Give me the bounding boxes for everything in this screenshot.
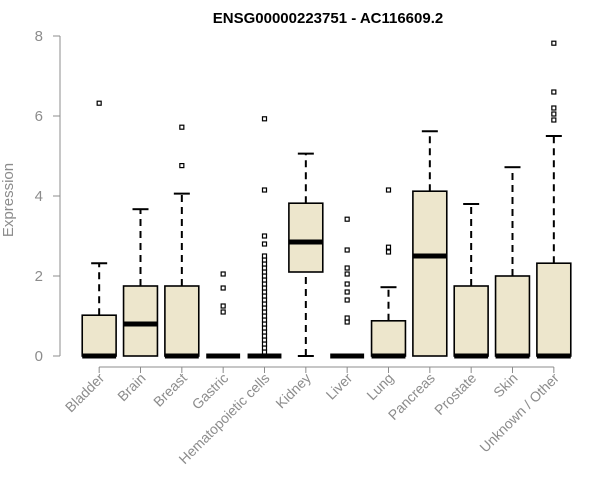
outlier-point	[261, 277, 268, 283]
box-skin	[494, 166, 531, 359]
outlier-point	[344, 265, 350, 271]
outlier-point	[551, 105, 557, 111]
y-axis-label: Expression	[0, 163, 17, 237]
y-tick-label: 6	[35, 108, 43, 125]
outlier-point	[261, 285, 268, 291]
y-tick-label: 8	[35, 28, 43, 45]
outlier-point	[261, 337, 268, 343]
outlier-point	[261, 265, 268, 271]
outlier-point	[261, 297, 268, 303]
outlier-point	[220, 303, 226, 309]
outlier-point	[261, 333, 268, 339]
outlier-point	[179, 124, 185, 130]
outlier-point	[261, 269, 268, 275]
outlier-point	[261, 289, 268, 295]
outlier-point	[344, 289, 350, 295]
outlier-point	[385, 187, 392, 193]
outlier-point	[261, 253, 268, 259]
x-tick-label: Brain	[114, 370, 148, 404]
outlier-point	[261, 233, 268, 239]
box-liver	[330, 216, 365, 359]
outlier-point	[261, 325, 268, 331]
box-breast	[164, 124, 200, 359]
box-kidney	[288, 152, 324, 357]
x-tick-label: Skin	[490, 370, 521, 401]
x-tick-label: Lung	[363, 370, 396, 403]
outlier-point	[261, 281, 268, 287]
x-tick-label: Breast	[150, 370, 190, 410]
outlier-point	[551, 40, 557, 46]
box-body	[453, 285, 489, 357]
outlier-point	[261, 257, 268, 263]
outlier-point	[261, 313, 268, 319]
box-body	[122, 285, 159, 357]
box-body	[164, 285, 200, 357]
box-body	[536, 262, 572, 357]
outlier-point	[261, 341, 268, 347]
outlier-point	[261, 345, 268, 351]
y-axis: 0 2 4 6 8	[35, 28, 61, 365]
box-body	[412, 190, 448, 357]
outlier-point	[344, 315, 350, 321]
outlier-point	[261, 187, 268, 193]
boxes	[81, 40, 572, 359]
box-body	[370, 319, 407, 357]
outlier-point	[344, 319, 350, 325]
box-body	[81, 314, 117, 357]
box-body	[288, 202, 324, 273]
outlier-point	[261, 305, 268, 311]
box-brain	[122, 208, 159, 357]
outlier-point	[261, 321, 268, 327]
outlier-point	[344, 297, 350, 303]
box-prostate	[453, 203, 489, 359]
box-bladder	[81, 100, 117, 359]
outlier-point	[551, 111, 557, 117]
outlier-point	[261, 317, 268, 323]
outlier-point	[551, 89, 557, 95]
outlier-point	[261, 349, 268, 355]
outlier-point	[220, 271, 226, 277]
outlier-point	[261, 241, 268, 247]
outlier-point	[551, 117, 557, 123]
outlier-point	[261, 329, 268, 335]
chart-title: ENSG00000223751 - AC116609.2	[213, 10, 443, 27]
outlier-point	[261, 293, 268, 299]
x-tick-label: Kidney	[272, 370, 314, 412]
y-tick-label: 0	[35, 348, 43, 365]
outlier-point	[261, 273, 268, 279]
outlier-point	[261, 116, 268, 122]
x-tick-label: Prostate	[431, 370, 479, 418]
outlier-point	[220, 285, 226, 291]
outlier-point	[96, 100, 102, 106]
outlier-point	[344, 281, 350, 287]
box-body	[494, 275, 531, 357]
box-pancreas	[412, 130, 448, 357]
y-tick-label: 2	[35, 268, 43, 285]
outlier-point	[261, 309, 268, 315]
outlier-point	[344, 271, 350, 277]
outlier-point	[385, 249, 392, 255]
outlier-point	[261, 261, 268, 267]
outlier-point	[385, 244, 392, 250]
box-lung	[370, 187, 407, 359]
x-tick-label: Liver	[323, 370, 356, 403]
x-tick-label: Bladder	[62, 370, 108, 416]
box-unknown-other	[536, 40, 572, 359]
box-gastric	[206, 271, 241, 359]
box-hematopoietic-cells	[247, 116, 282, 359]
outlier-point	[344, 247, 350, 253]
outlier-point	[220, 309, 226, 315]
outlier-point	[344, 216, 350, 222]
outlier-point	[179, 163, 185, 169]
y-tick-label: 4	[35, 188, 43, 205]
outlier-point	[261, 301, 268, 307]
